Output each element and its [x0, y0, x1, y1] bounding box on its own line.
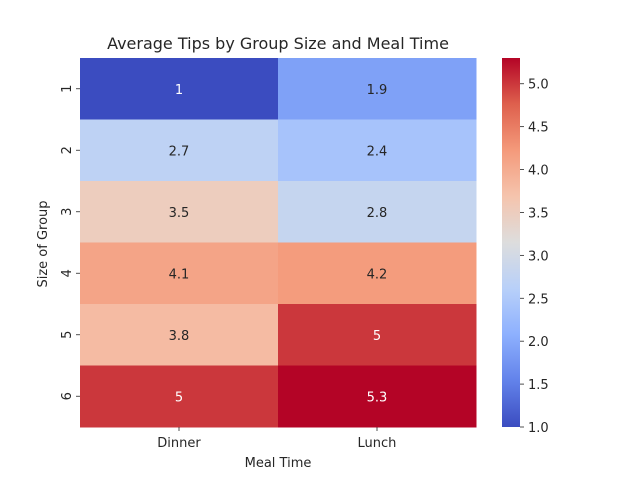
y-axis-label: Size of Group: [36, 200, 51, 287]
heatmap-cell: [80, 181, 279, 243]
cell-value-label: 2.7: [169, 144, 190, 159]
colorbar-gradient: [502, 58, 520, 427]
colorbar-tick-label: 2.5: [528, 292, 549, 307]
chart-title: Average Tips by Group Size and Meal Time: [107, 34, 449, 53]
heatmap-cell: [80, 242, 279, 305]
cell-value-label: 5: [175, 390, 183, 405]
y-tick-label: 3: [60, 208, 75, 216]
colorbar-tick-label: 1.5: [528, 378, 549, 393]
colorbar-tick-label: 3.5: [528, 206, 549, 221]
x-tick-label: Lunch: [358, 436, 397, 451]
cell-value-label: 5: [373, 329, 381, 344]
heatmap-cell: [80, 365, 279, 428]
y-tick-label: 6: [60, 392, 75, 400]
heatmap-cell: [278, 58, 477, 120]
colorbar-tick-label: 3.0: [528, 249, 549, 264]
x-tick-label: Dinner: [157, 436, 201, 451]
cell-value-label: 2.4: [367, 144, 388, 159]
heatmap-cell: [278, 365, 477, 428]
y-tick-label: 1: [60, 85, 75, 93]
colorbar-tick-label: 4.0: [528, 164, 549, 179]
heatmap-cell: [80, 58, 279, 120]
cell-value-label: 2.8: [367, 206, 388, 221]
y-tick-label: 2: [60, 146, 75, 154]
colorbar: 1.0 1.5 2.0 2.5 3.0 3.5 4.0 4.5 5.0: [502, 58, 549, 436]
heatmap-cells: 1 1.9 2.7 2.4 3.5 2.8 4.1 4.2 3.8 5 5 5.3: [80, 58, 477, 428]
cell-value-label: 4.2: [367, 267, 388, 282]
colorbar-tick-label: 2.0: [528, 335, 549, 350]
heatmap-cell: [278, 181, 477, 243]
heatmap-cell: [80, 304, 279, 366]
y-tick-label: 5: [60, 331, 75, 339]
x-axis: Dinner Lunch: [157, 427, 396, 451]
heatmap-cell: [278, 119, 477, 182]
heatmap-cell: [278, 304, 477, 366]
cell-value-label: 1.9: [367, 83, 388, 98]
heatmap-cell: [80, 119, 279, 182]
cell-value-label: 4.1: [169, 267, 190, 282]
heatmap-cell: [278, 242, 477, 305]
cell-value-label: 3.8: [169, 329, 190, 344]
cell-value-label: 5.3: [367, 390, 388, 405]
colorbar-tick-label: 1.0: [528, 421, 549, 436]
colorbar-tick-label: 5.0: [528, 78, 549, 93]
cell-value-label: 1: [175, 83, 183, 98]
colorbar-tick-label: 4.5: [528, 121, 549, 136]
y-axis: 1 2 3 4 5 6: [60, 85, 80, 400]
y-tick-label: 4: [60, 269, 75, 277]
cell-value-label: 3.5: [169, 206, 190, 221]
x-axis-label: Meal Time: [245, 456, 312, 471]
